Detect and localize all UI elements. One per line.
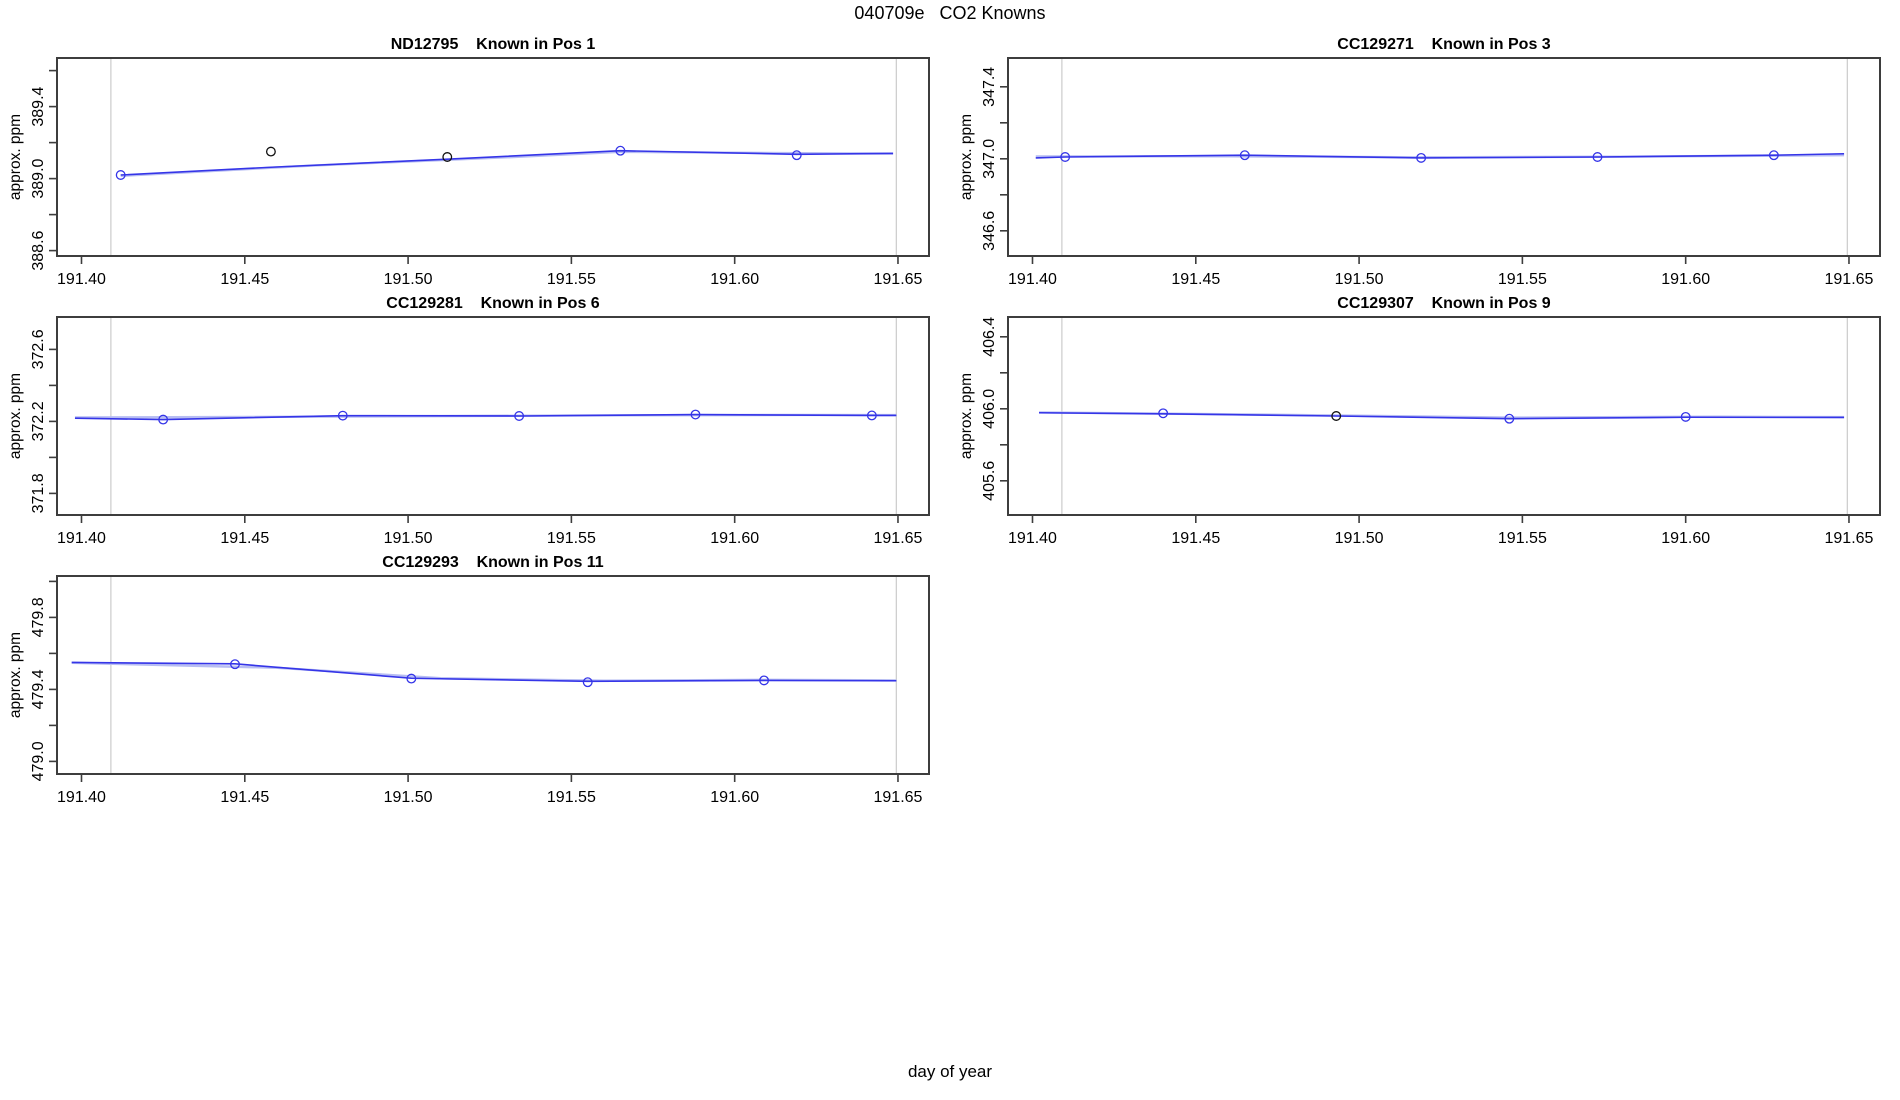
- x-tick-label: 191.60: [1661, 271, 1710, 288]
- x-tick-label: 191.65: [874, 530, 923, 547]
- x-tick-label: 191.50: [384, 530, 433, 547]
- x-tick-label: 191.65: [1825, 271, 1874, 288]
- x-tick-label: 191.65: [1825, 530, 1874, 547]
- y-tick-label: 405.6: [981, 461, 998, 501]
- panel-title: CC129307 Known in Pos 9: [1337, 295, 1551, 312]
- panel-CC129293: 191.40 191.45 191.50 191.55 191.60 191.65 479.…: [7, 554, 930, 806]
- y-tick-label: 346.6: [981, 211, 998, 251]
- y-tick-label: 371.8: [30, 473, 47, 513]
- panel-CC129271: 191.40 191.45 191.50 191.55 191.60 191.65 346.…: [958, 36, 1881, 288]
- panel-CC129307: 191.40 191.45 191.50 191.55 191.60 191.65 405.…: [958, 295, 1881, 547]
- data-point: [1768, 150, 1779, 161]
- x-tick-label: 191.40: [1008, 530, 1057, 547]
- data-point: [115, 170, 126, 180]
- data-line: [71, 661, 897, 683]
- x-tick-label: 191.40: [1008, 271, 1057, 288]
- data-point: [1592, 152, 1603, 162]
- y-tick-label: 347.4: [981, 67, 998, 107]
- data-point: [337, 410, 348, 421]
- data-line: [120, 149, 894, 176]
- panel-ND12795: 191.40 191.45 191.50 191.55 191.60 191.65 388.…: [7, 36, 930, 288]
- flagged-data-point: [265, 146, 276, 157]
- y-axis-label: approx. ppm: [7, 632, 24, 718]
- y-tick-label: 479.0: [30, 741, 47, 781]
- x-axis-outer-label: day of year: [907, 1062, 993, 1081]
- panel-title: CC129281 Known in Pos 6: [386, 295, 600, 312]
- x-tick-label: 191.60: [710, 530, 759, 547]
- panel-title: CC129271 Known in Pos 3: [1337, 36, 1551, 53]
- x-tick-label: 191.45: [1171, 530, 1220, 547]
- y-axis-label: approx. ppm: [7, 373, 24, 459]
- data-point: [1158, 408, 1169, 419]
- x-tick-label: 191.55: [1498, 271, 1547, 288]
- x-tick-label: 191.40: [57, 530, 106, 547]
- x-tick-label: 191.65: [874, 271, 923, 288]
- panel-title: ND12795 Known in Pos 1: [391, 36, 596, 53]
- data-point: [759, 675, 770, 686]
- data-point: [615, 145, 626, 156]
- data-line: [74, 413, 897, 421]
- y-tick-label: 479.8: [30, 597, 47, 637]
- data-point: [406, 673, 417, 684]
- smooth-fit-line: [120, 150, 894, 178]
- y-tick-label: 406.4: [981, 317, 998, 357]
- y-tick-label: 389.4: [30, 86, 47, 126]
- data-point: [690, 409, 701, 420]
- y-tick-label: 347.0: [981, 139, 998, 179]
- data-line: [1039, 411, 1845, 420]
- data-point: [1416, 152, 1427, 163]
- x-tick-label: 191.45: [220, 789, 269, 806]
- x-tick-label: 191.60: [710, 789, 759, 806]
- data-point: [582, 677, 593, 688]
- x-tick-label: 191.55: [1498, 530, 1547, 547]
- x-tick-label: 191.60: [1661, 530, 1710, 547]
- x-tick-label: 191.45: [220, 530, 269, 547]
- x-tick-label: 191.65: [874, 789, 923, 806]
- x-tick-label: 191.45: [1171, 271, 1220, 288]
- x-tick-label: 191.55: [547, 271, 596, 288]
- data-point: [1239, 150, 1250, 161]
- y-tick-label: 479.4: [30, 669, 47, 709]
- smooth-fit-line: [71, 661, 897, 682]
- x-tick-label: 191.50: [384, 271, 433, 288]
- main-title: 040709e CO2 Knowns: [854, 3, 1046, 23]
- data-point: [866, 410, 877, 421]
- x-tick-label: 191.55: [547, 789, 596, 806]
- x-tick-label: 191.60: [710, 271, 759, 288]
- y-tick-label: 372.2: [30, 401, 47, 441]
- data-point: [514, 411, 525, 421]
- data-point: [1060, 152, 1071, 162]
- x-tick-label: 191.55: [547, 530, 596, 547]
- x-tick-label: 191.45: [220, 271, 269, 288]
- data-point: [1504, 413, 1515, 424]
- data-line: [1035, 152, 1845, 159]
- x-tick-label: 191.50: [1335, 271, 1384, 288]
- plot-box: [56, 316, 930, 516]
- data-point: [230, 659, 240, 670]
- y-tick-label: 406.0: [981, 389, 998, 429]
- flagged-data-point: [442, 152, 453, 162]
- flagged-data-point: [1331, 411, 1342, 421]
- x-tick-label: 191.40: [57, 271, 106, 288]
- y-tick-label: 372.6: [30, 329, 47, 369]
- panel-title: CC129293 Known in Pos 11: [382, 554, 604, 571]
- y-axis-label: approx. ppm: [958, 114, 975, 200]
- y-axis-label: approx. ppm: [958, 373, 975, 459]
- x-tick-label: 191.40: [57, 789, 106, 806]
- plot-box: [1007, 316, 1881, 516]
- y-tick-label: 389.0: [30, 158, 47, 198]
- y-axis-label: approx. ppm: [7, 114, 24, 200]
- data-point: [1680, 411, 1691, 422]
- x-tick-label: 191.50: [1335, 530, 1384, 547]
- x-tick-label: 191.50: [384, 789, 433, 806]
- data-point: [791, 150, 802, 161]
- plot-box: [56, 57, 930, 257]
- panel-CC129281: 191.40 191.45 191.50 191.55 191.60 191.65 371.…: [7, 295, 930, 547]
- data-point: [158, 414, 169, 425]
- plot-box: [1007, 57, 1881, 257]
- y-tick-label: 388.6: [30, 230, 47, 270]
- plot-box: [56, 575, 930, 775]
